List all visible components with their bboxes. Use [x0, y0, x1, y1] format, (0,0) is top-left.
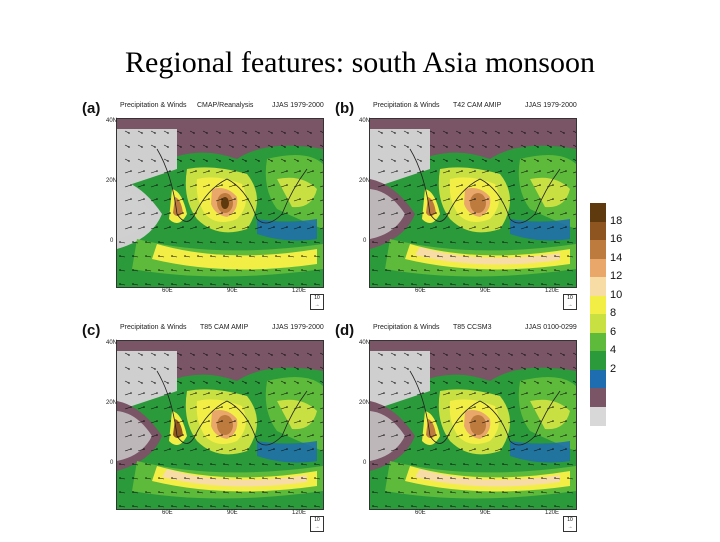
colorbar-tick-label: 6 — [610, 325, 617, 338]
reference-vector-box: 10 → — [310, 516, 324, 532]
panel-left-title: Precipitation & Winds — [373, 102, 440, 109]
lon-label: 120E — [292, 288, 307, 294]
precip-map — [369, 118, 577, 288]
lat-label: 20N — [106, 400, 118, 406]
panel-right-title: JJAS 1979-2000 — [525, 102, 577, 109]
panel-left-title: Precipitation & Winds — [120, 102, 187, 109]
colorbar-tick-label: 2 — [610, 362, 617, 375]
reference-vector-box: 10 → — [563, 294, 577, 310]
slide-title: Regional features: south Asia monsoon — [125, 46, 595, 79]
lon-label: 60E — [415, 288, 426, 294]
lat-label: 20N — [359, 400, 371, 406]
lat-label: 0 — [363, 460, 367, 466]
map-field — [370, 341, 576, 509]
lat-label: 0 — [110, 238, 114, 244]
lat-label: 40N — [106, 118, 118, 124]
colorbar-segment — [590, 277, 606, 296]
lon-label: 120E — [545, 288, 560, 294]
colorbar-tick-label: 4 — [610, 344, 617, 356]
reference-vector-label: 10 — [314, 295, 320, 301]
colorbar-segment — [590, 314, 606, 333]
lat-label: 0 — [363, 238, 367, 244]
panel-center-title: T42 CAM AMIP — [453, 102, 502, 109]
colorbar-segment — [590, 406, 606, 426]
panel-d: (d) Precipitation & Winds T85 CCSM3 JJAS… — [335, 322, 580, 542]
panel-center-title: CMAP/Reanalysis — [197, 102, 254, 109]
panel-a: (a) Precipitation & Winds CMAP/Reanalysi… — [82, 100, 327, 320]
lon-label: 90E — [480, 510, 491, 516]
colorbar-segment — [590, 351, 606, 370]
reference-vector-box: 10 → — [563, 516, 577, 532]
reference-vector-box: 10 → — [310, 294, 324, 310]
lon-label: 90E — [227, 288, 238, 294]
colorbar-tick-label: 18 — [610, 214, 623, 227]
panel-center-title: T85 CCSM3 — [453, 324, 492, 331]
lon-label: 120E — [292, 510, 307, 516]
colorbar-segment — [590, 388, 606, 407]
panel-right-title: JJAS 1979-2000 — [272, 324, 324, 331]
reference-vector-label: 10 — [567, 295, 573, 301]
lat-label: 40N — [359, 340, 371, 346]
lon-label: 120E — [545, 510, 560, 516]
lon-label: 60E — [162, 510, 173, 516]
colorbar-tick-label: 12 — [610, 270, 623, 282]
panel-letter: (d) — [335, 322, 355, 339]
map-field — [117, 341, 323, 509]
panel-b: (b) Precipitation & Winds T42 CAM AMIP J… — [335, 100, 580, 320]
panel-left-title: Precipitation & Winds — [120, 324, 187, 331]
map-field — [370, 119, 576, 287]
colorbar-segment — [590, 203, 606, 222]
map-field — [117, 119, 323, 287]
lat-label: 40N — [106, 340, 118, 346]
panel-letter: (b) — [335, 100, 355, 117]
lat-label: 0 — [110, 460, 114, 466]
lat-label: 20N — [359, 178, 371, 184]
colorbar-tick-label: 10 — [610, 288, 623, 301]
lon-label: 90E — [227, 510, 238, 516]
colorbar-tick-label: 16 — [610, 233, 623, 245]
colorbar-segment — [590, 295, 606, 315]
lon-label: 90E — [480, 288, 491, 294]
reference-vector-label: 10 — [314, 517, 320, 523]
precip-map — [116, 118, 324, 288]
panel-center-title: T85 CAM AMIP — [200, 324, 249, 331]
lon-label: 60E — [162, 288, 173, 294]
colorbar-segment — [590, 240, 606, 259]
colorbar-segment — [590, 221, 606, 241]
colorbar — [590, 203, 606, 426]
colorbar-segment — [590, 258, 606, 278]
panel-letter: (a) — [82, 100, 101, 117]
panel-c: (c) Precipitation & Winds T85 CAM AMIP J… — [82, 322, 327, 542]
panel-right-title: JJAS 1979-2000 — [272, 102, 324, 109]
colorbar-tick-label: 8 — [610, 307, 617, 319]
panel-left-title: Precipitation & Winds — [373, 324, 440, 331]
colorbar-segment — [590, 332, 606, 352]
panel-right-title: JJAS 0100-0299 — [525, 324, 577, 331]
lat-label: 20N — [106, 178, 118, 184]
precip-map — [369, 340, 577, 510]
lat-label: 40N — [359, 118, 371, 124]
precip-map — [116, 340, 324, 510]
reference-vector-label: 10 — [567, 517, 573, 523]
colorbar-segment — [590, 369, 606, 389]
lon-label: 60E — [415, 510, 426, 516]
panel-letter: (c) — [82, 322, 101, 339]
colorbar-tick-label: 14 — [610, 251, 623, 264]
